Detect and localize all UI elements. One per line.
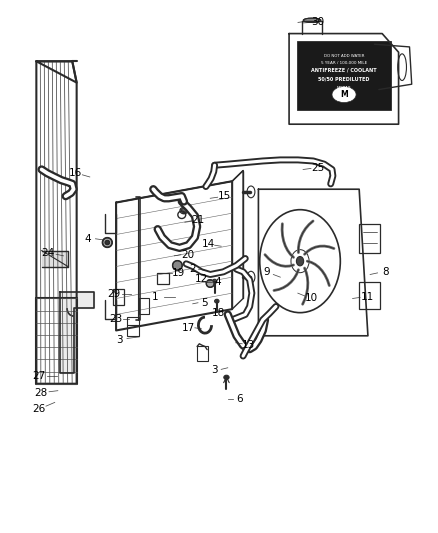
Ellipse shape <box>297 256 304 266</box>
Text: 50/50 PREDILUTED: 50/50 PREDILUTED <box>318 76 370 81</box>
Ellipse shape <box>212 279 217 284</box>
Ellipse shape <box>105 240 110 245</box>
Text: 26: 26 <box>32 405 45 414</box>
Text: 4: 4 <box>84 234 91 244</box>
Text: 23: 23 <box>110 314 123 324</box>
Ellipse shape <box>332 86 356 102</box>
Text: 12: 12 <box>195 274 208 284</box>
Text: 20: 20 <box>181 250 194 260</box>
Text: MOPAR: MOPAR <box>337 86 351 90</box>
Text: 28: 28 <box>34 388 47 398</box>
Text: 8: 8 <box>382 267 389 277</box>
Bar <box>113 289 124 305</box>
Text: 9: 9 <box>263 267 270 277</box>
Bar <box>127 317 139 336</box>
Text: 11: 11 <box>361 293 374 302</box>
Text: 3: 3 <box>211 366 218 375</box>
Text: 3: 3 <box>116 335 123 345</box>
Ellipse shape <box>173 261 182 270</box>
Text: DO NOT ADD WATER: DO NOT ADD WATER <box>324 54 364 58</box>
Text: 19: 19 <box>172 269 185 278</box>
Polygon shape <box>60 292 94 373</box>
Bar <box>139 298 149 314</box>
Text: 25: 25 <box>311 164 325 173</box>
Text: 15: 15 <box>218 191 231 201</box>
Text: 18: 18 <box>212 309 225 318</box>
Text: 16: 16 <box>69 168 82 178</box>
Text: 5 YEAR / 100,000 MILE: 5 YEAR / 100,000 MILE <box>321 61 367 64</box>
Ellipse shape <box>303 18 321 22</box>
Text: 13: 13 <box>242 341 255 350</box>
Bar <box>297 41 391 110</box>
Bar <box>197 346 208 361</box>
Text: 17: 17 <box>182 323 195 333</box>
Text: 30: 30 <box>311 18 324 27</box>
Text: 29: 29 <box>107 289 120 299</box>
Text: 24: 24 <box>42 248 55 258</box>
Bar <box>157 273 169 284</box>
Text: 2: 2 <box>189 264 196 274</box>
Bar <box>359 224 380 253</box>
Ellipse shape <box>181 208 187 213</box>
Text: 1: 1 <box>152 293 159 302</box>
Text: 21: 21 <box>191 215 205 224</box>
Text: 6: 6 <box>237 394 244 403</box>
Ellipse shape <box>224 375 229 379</box>
Polygon shape <box>42 251 68 266</box>
Text: 5: 5 <box>201 298 208 308</box>
Ellipse shape <box>206 280 214 287</box>
Ellipse shape <box>215 300 219 303</box>
Text: M: M <box>340 90 348 99</box>
Text: 10: 10 <box>304 294 318 303</box>
Text: 4: 4 <box>214 278 221 287</box>
Ellipse shape <box>102 238 112 247</box>
Text: 27: 27 <box>32 371 45 381</box>
Bar <box>359 282 380 309</box>
Text: 14: 14 <box>201 239 215 249</box>
Text: ANTIFREEZE / COOLANT: ANTIFREEZE / COOLANT <box>311 68 377 73</box>
